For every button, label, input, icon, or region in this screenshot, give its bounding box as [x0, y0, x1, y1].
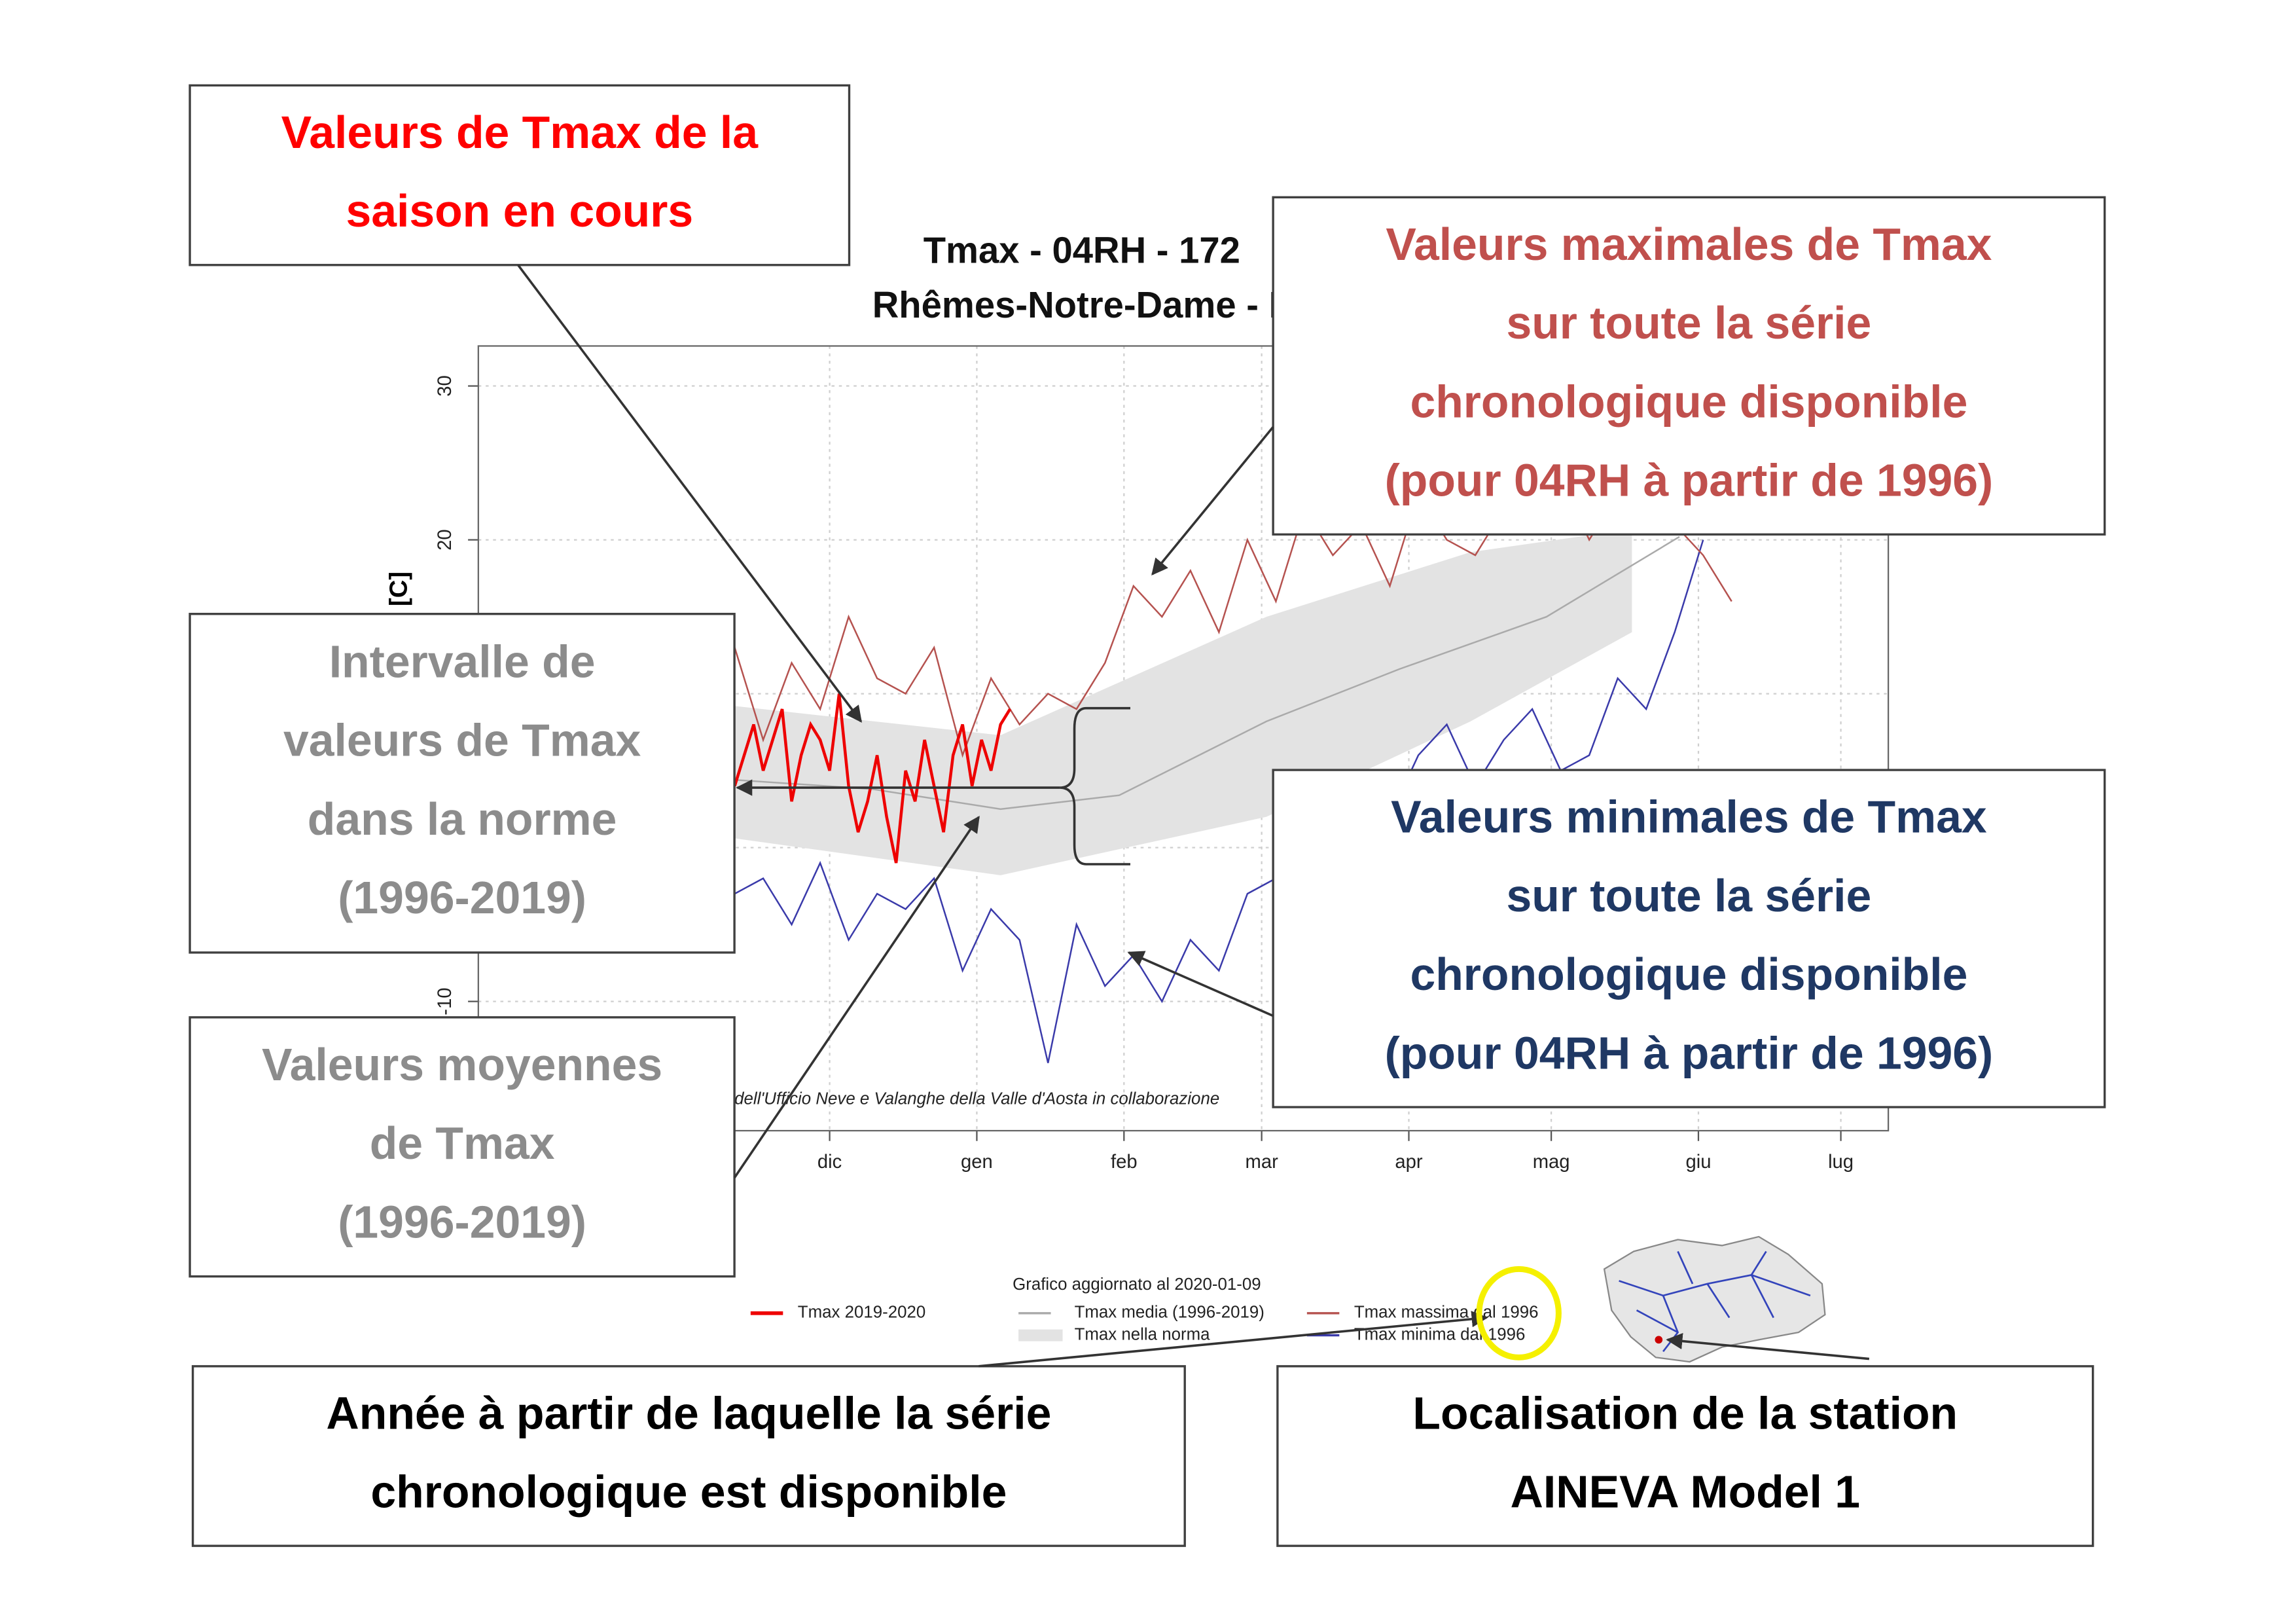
arrow	[978, 1311, 1488, 1368]
annotation-box	[188, 1016, 736, 1278]
annotation-text: chronologique disponible	[1410, 949, 1967, 1000]
x-tick-label: gen	[961, 1152, 993, 1173]
arrow	[733, 815, 980, 1178]
arrow	[1666, 1332, 1870, 1360]
series-line	[734, 536, 1680, 811]
region-map	[1603, 1235, 1826, 1363]
annotation-text: Année à partir de laquelle la série	[326, 1387, 1051, 1438]
annotation-text: Valeurs moyennes	[262, 1039, 662, 1090]
y-tick-label: 30	[435, 375, 456, 397]
legend-label: Tmax massima dal 1996	[1354, 1304, 1539, 1322]
annotation-text: valeurs de Tmax	[283, 715, 641, 766]
annotation-text: sur toute la série	[1506, 870, 1871, 921]
annotation-text: chronologique disponible	[1410, 376, 1967, 427]
annotation-text: dans la norme	[308, 793, 617, 845]
annotation-box	[188, 613, 736, 954]
credit: dell'Ufficio Neve e Valanghe della Valle…	[734, 1090, 1219, 1108]
arrow	[1127, 951, 1274, 1017]
series-line	[733, 693, 1012, 864]
legend-swatch	[1018, 1329, 1063, 1341]
x-tick-label: feb	[1111, 1152, 1138, 1173]
x-tick-label: mar	[1245, 1152, 1278, 1173]
legend-title: Grafico aggiornato al 2020-01-09	[1013, 1275, 1261, 1294]
legend-label: Tmax 2019-2020	[798, 1304, 925, 1322]
annotation-text: Intervalle de	[329, 636, 596, 687]
annotation-text: Valeurs maximales de Tmax	[1386, 219, 1992, 270]
annotation-text: Localisation de la station	[1412, 1387, 1958, 1438]
annotation-text: AINEVA Model 1	[1511, 1467, 1860, 1518]
annotation-box	[1272, 196, 2106, 536]
x-tick-label: giu	[1685, 1152, 1711, 1173]
annotation-box	[188, 84, 851, 266]
annotation-box	[191, 1365, 1186, 1547]
annotation-box	[1276, 1365, 2094, 1547]
annotation-text: (1996-2019)	[338, 1196, 586, 1247]
legend-label: Tmax nella norma	[1075, 1325, 1211, 1343]
annotation-text: (pour 04RH à partir de 1996)	[1385, 1027, 1994, 1078]
x-tick-label: dic	[817, 1152, 842, 1173]
highlight-circle	[1476, 1266, 1562, 1360]
annotation-text: (1996-2019)	[338, 872, 586, 923]
annotation-text: de Tmax	[370, 1118, 555, 1169]
x-tick-label: mag	[1533, 1152, 1570, 1173]
arrows	[517, 264, 1870, 1368]
annotations: Valeurs de Tmax de la saison en cours Vale…	[188, 84, 2106, 1547]
annotation-text: saison en cours	[346, 185, 693, 236]
chart-title: Rhêmes-Notre-Dame - L	[872, 284, 1291, 325]
annotation-text: Valeurs minimales de Tmax	[1391, 792, 1987, 843]
series-line	[734, 539, 1704, 1063]
y-tick-label: 20	[435, 529, 456, 551]
annotation-text: chronologique est disponible	[370, 1467, 1007, 1518]
annotation-text: (pour 04RH à partir de 1996)	[1385, 455, 1994, 506]
legend-label: Tmax media (1996-2019)	[1075, 1304, 1265, 1322]
arrow	[517, 264, 863, 723]
x-tick-label: lug	[1828, 1152, 1854, 1173]
annotation-box	[1272, 769, 2106, 1108]
arrow	[1151, 426, 1274, 575]
y-tick-label: -10	[435, 987, 456, 1015]
y-axis-label: [C]	[385, 572, 413, 606]
annotation-text: sur toute la série	[1506, 297, 1871, 348]
chart-title: Tmax - 04RH - 172	[924, 230, 1240, 271]
x-tick-label: apr	[1395, 1152, 1423, 1173]
annotation-text: Valeurs de Tmax de la	[281, 107, 759, 158]
